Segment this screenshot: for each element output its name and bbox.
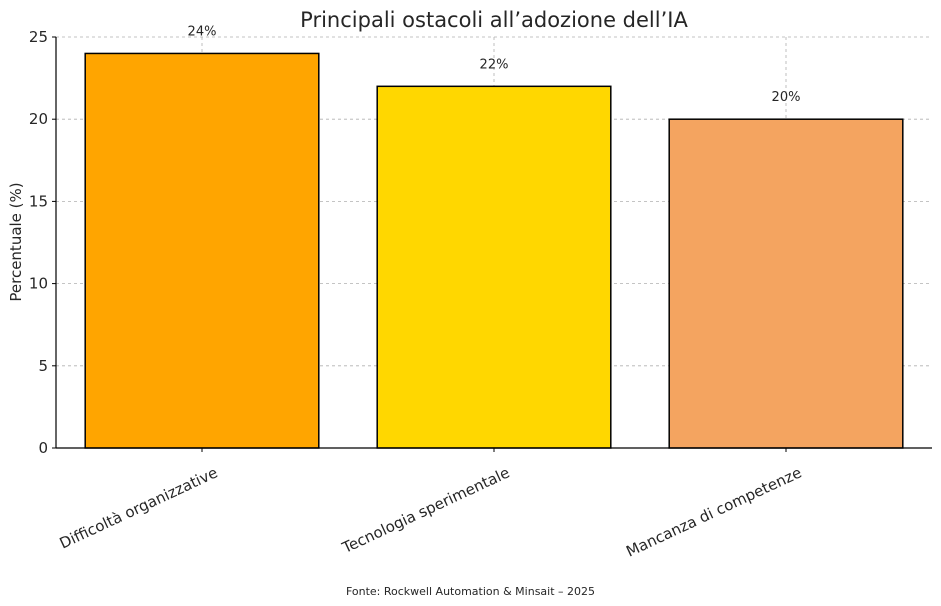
y-tick-label: 15 — [29, 192, 48, 210]
y-tick-label: 25 — [29, 28, 48, 46]
bars — [84, 52, 904, 449]
bar — [84, 52, 320, 449]
data-labels: 24% 22% 20% — [188, 24, 801, 105]
bar-value-label: 24% — [188, 24, 217, 39]
bar-value-label: 20% — [772, 90, 801, 105]
y-axis-ticks: 0 5 10 15 20 25 — [29, 28, 56, 457]
y-axis-label: Percentuale (%) — [7, 182, 25, 301]
y-tick-label: 10 — [29, 275, 48, 293]
y-tick-label: 5 — [38, 357, 48, 375]
bar-value-label: 22% — [480, 57, 509, 72]
x-tick-label: Mancanza di competenze — [623, 463, 804, 560]
x-tick-label: Tecnologia sperimentale — [339, 463, 513, 557]
bar — [668, 118, 904, 449]
x-tick-label: Difficoltà organizzative — [57, 463, 221, 552]
chart-title: Principali ostacoli all’adozione dell’IA — [300, 8, 688, 32]
x-axis-ticks: Difficoltà organizzative Tecnologia speri… — [57, 448, 804, 561]
y-tick-label: 0 — [38, 439, 48, 457]
source-caption: Fonte: Rockwell Automation & Minsait – 2… — [345, 585, 596, 598]
y-tick-label: 20 — [29, 110, 48, 128]
bar — [376, 85, 612, 449]
